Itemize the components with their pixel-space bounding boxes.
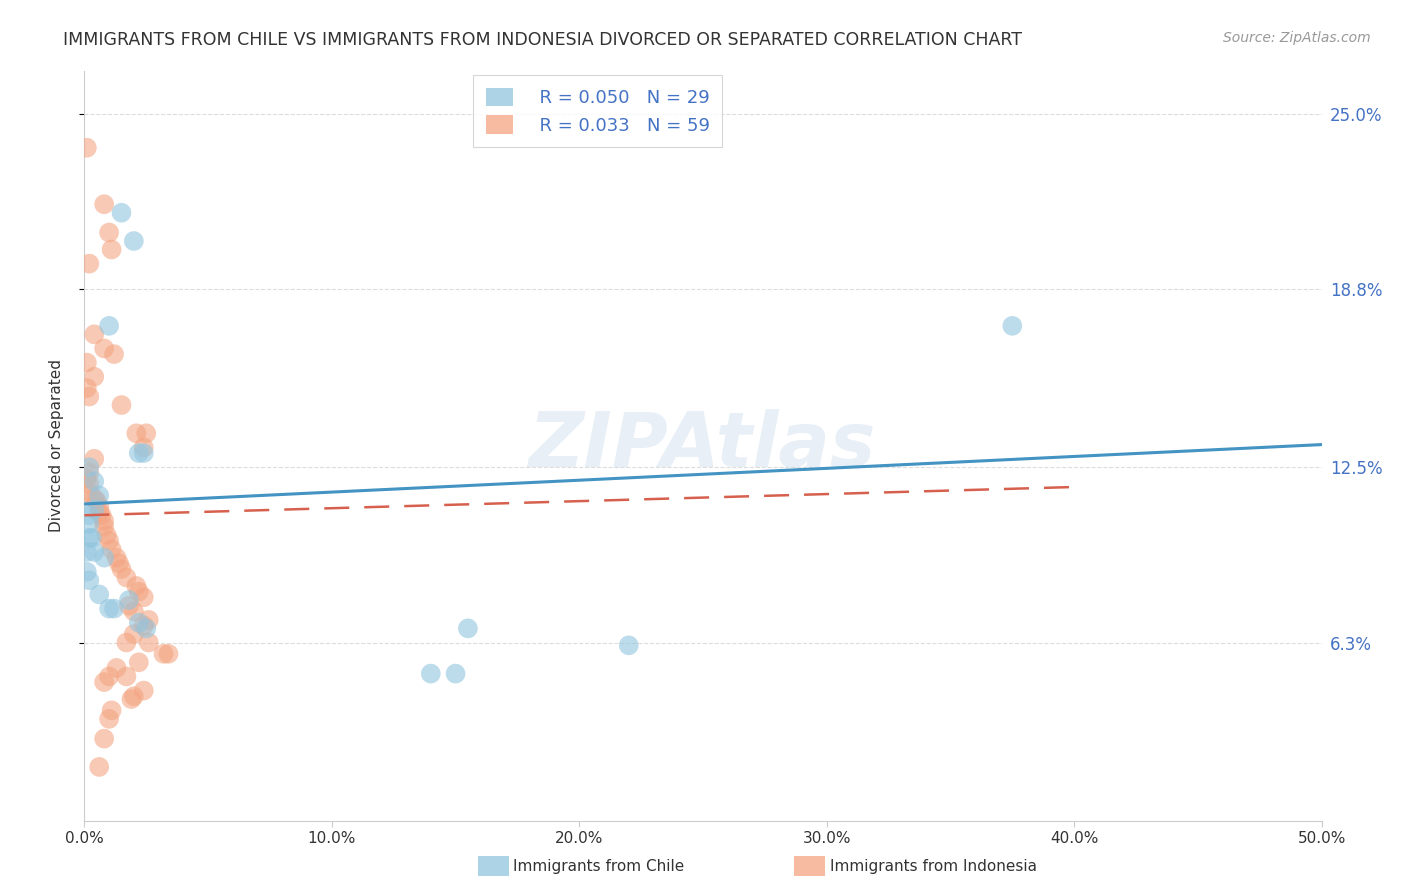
Point bbox=[83, 502, 105, 516]
Point bbox=[110, 398, 132, 412]
Point bbox=[118, 599, 141, 613]
Text: Immigrants from Chile: Immigrants from Chile bbox=[513, 859, 685, 873]
Point bbox=[98, 712, 121, 726]
Point bbox=[419, 666, 441, 681]
Point bbox=[135, 621, 157, 635]
Point bbox=[83, 327, 105, 342]
Point bbox=[135, 426, 157, 441]
Point bbox=[100, 703, 122, 717]
Point bbox=[96, 528, 118, 542]
Point bbox=[89, 587, 111, 601]
Point bbox=[93, 675, 115, 690]
Point bbox=[83, 369, 105, 384]
Point bbox=[89, 760, 111, 774]
Point bbox=[76, 565, 98, 579]
Point bbox=[132, 441, 155, 455]
Point bbox=[79, 460, 101, 475]
Point bbox=[98, 669, 121, 683]
Point bbox=[89, 488, 111, 502]
Point bbox=[125, 579, 148, 593]
Point bbox=[132, 591, 155, 605]
Point bbox=[122, 604, 145, 618]
Point bbox=[132, 618, 155, 632]
Point bbox=[100, 542, 122, 557]
Point bbox=[93, 342, 115, 356]
Point bbox=[115, 635, 138, 649]
Point bbox=[122, 234, 145, 248]
Point bbox=[132, 683, 155, 698]
Point bbox=[76, 141, 98, 155]
Point bbox=[115, 570, 138, 584]
Point bbox=[105, 661, 128, 675]
Point bbox=[79, 477, 101, 491]
Point bbox=[79, 390, 101, 404]
Point bbox=[1001, 318, 1024, 333]
Point bbox=[157, 647, 180, 661]
Point bbox=[93, 550, 115, 565]
Legend:   R = 0.050   N = 29,   R = 0.033   N = 59: R = 0.050 N = 29, R = 0.033 N = 59 bbox=[474, 75, 723, 147]
Point bbox=[98, 318, 121, 333]
Point bbox=[79, 516, 101, 531]
Point bbox=[93, 514, 115, 528]
Point bbox=[103, 347, 125, 361]
Point bbox=[152, 647, 174, 661]
Point bbox=[79, 466, 101, 480]
Point bbox=[100, 243, 122, 257]
Point bbox=[108, 557, 131, 571]
Point bbox=[76, 381, 98, 395]
Point bbox=[118, 593, 141, 607]
Point bbox=[125, 426, 148, 441]
Point bbox=[128, 584, 150, 599]
Y-axis label: Divorced or Separated: Divorced or Separated bbox=[49, 359, 63, 533]
Point bbox=[79, 531, 101, 545]
Point bbox=[98, 601, 121, 615]
Point bbox=[115, 669, 138, 683]
Point bbox=[128, 655, 150, 669]
Point bbox=[105, 550, 128, 565]
Point bbox=[79, 485, 101, 500]
Text: Immigrants from Indonesia: Immigrants from Indonesia bbox=[830, 859, 1036, 873]
Text: IMMIGRANTS FROM CHILE VS IMMIGRANTS FROM INDONESIA DIVORCED OR SEPARATED CORRELA: IMMIGRANTS FROM CHILE VS IMMIGRANTS FROM… bbox=[63, 31, 1022, 49]
Text: Source: ZipAtlas.com: Source: ZipAtlas.com bbox=[1223, 31, 1371, 45]
Point bbox=[122, 627, 145, 641]
Point bbox=[122, 690, 145, 704]
Point bbox=[98, 533, 121, 548]
Point bbox=[83, 545, 105, 559]
Point bbox=[80, 531, 103, 545]
Point bbox=[110, 205, 132, 219]
Point bbox=[138, 613, 160, 627]
Point bbox=[457, 621, 479, 635]
Point bbox=[83, 475, 105, 489]
Point bbox=[128, 615, 150, 630]
Point bbox=[79, 257, 101, 271]
Point bbox=[83, 451, 105, 466]
Point bbox=[93, 519, 115, 533]
Point bbox=[93, 197, 115, 211]
Point bbox=[76, 355, 98, 369]
Point bbox=[79, 508, 101, 523]
Point bbox=[83, 491, 105, 506]
Point bbox=[103, 601, 125, 615]
Point bbox=[98, 226, 121, 240]
Point bbox=[444, 666, 467, 681]
Point bbox=[86, 494, 108, 508]
Point bbox=[90, 508, 112, 523]
Point bbox=[76, 471, 98, 485]
Point bbox=[93, 731, 115, 746]
Point bbox=[128, 446, 150, 460]
Point bbox=[617, 638, 640, 652]
Point bbox=[76, 545, 98, 559]
Point bbox=[138, 635, 160, 649]
Point bbox=[79, 574, 101, 588]
Point bbox=[120, 692, 142, 706]
Point bbox=[89, 500, 111, 514]
Point bbox=[110, 562, 132, 576]
Text: ZIPAtlas: ZIPAtlas bbox=[529, 409, 877, 483]
Point bbox=[132, 446, 155, 460]
Point bbox=[89, 505, 111, 519]
